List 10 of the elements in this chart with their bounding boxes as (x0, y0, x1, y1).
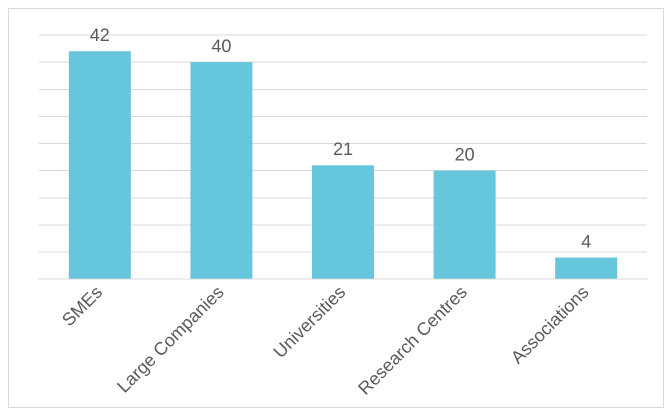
data-label: 20 (454, 144, 475, 165)
data-label: 42 (90, 25, 110, 46)
bar (312, 165, 374, 279)
data-label: 40 (211, 36, 232, 56)
data-label: 21 (332, 139, 354, 160)
bar (434, 170, 496, 279)
bar (555, 257, 618, 279)
bar (68, 51, 131, 279)
bar (190, 62, 252, 279)
data-label: 4 (581, 231, 592, 252)
